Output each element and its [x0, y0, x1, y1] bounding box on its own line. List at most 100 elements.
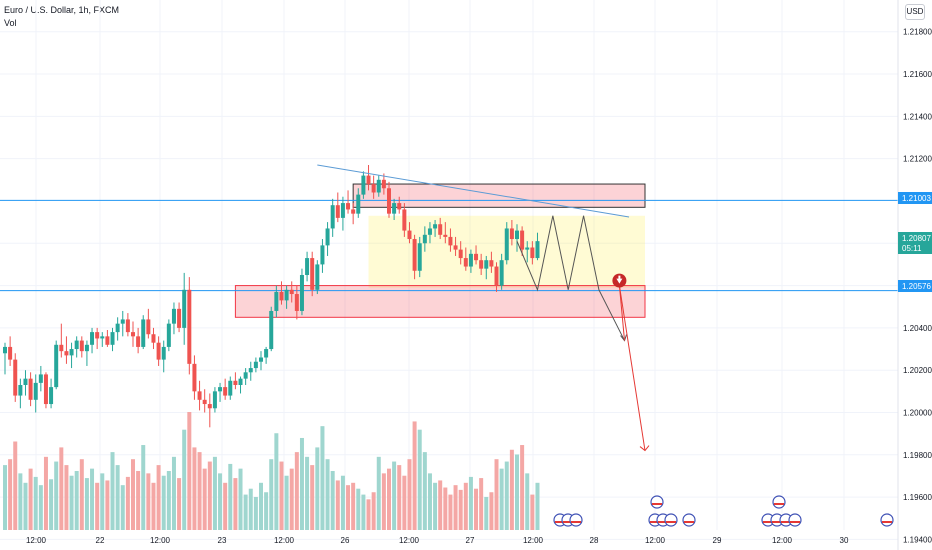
candle-body — [264, 349, 269, 358]
volume-bar — [146, 473, 151, 530]
volume-bar — [412, 421, 417, 530]
candle-body — [387, 188, 391, 214]
volume-bar — [433, 482, 438, 530]
price-tick-label: 1.21200 — [903, 155, 932, 164]
candle-body — [504, 228, 509, 261]
volume-bar — [530, 494, 535, 530]
time-tick-label: 12:00 — [150, 536, 171, 545]
candle-body — [433, 224, 438, 229]
candle — [28, 372, 33, 407]
volume-bar — [259, 482, 263, 530]
volume-bar — [402, 475, 407, 530]
candle-body — [3, 346, 7, 354]
candle-body — [84, 344, 89, 352]
candle-body — [212, 391, 217, 409]
projection-arrowhead — [620, 334, 627, 342]
volume-bar — [253, 496, 258, 530]
volume-bar — [105, 480, 110, 530]
price-axis[interactable]: 1.218001.216001.214001.212001.208001.206… — [897, 0, 932, 550]
candle — [202, 389, 207, 413]
candle — [212, 387, 217, 413]
candle — [115, 317, 120, 341]
time-tick-label: 27 — [466, 536, 475, 545]
candle — [489, 251, 494, 273]
candle — [253, 357, 258, 373]
candle-body — [218, 387, 223, 392]
candle-body — [182, 289, 187, 328]
volume-bar — [166, 471, 171, 530]
volume-bar — [197, 452, 202, 530]
price-tick-label: 1.21600 — [903, 70, 932, 79]
candle-body — [438, 224, 443, 235]
candle-body — [289, 289, 294, 295]
candle-body — [417, 243, 422, 271]
economic-event-icon — [569, 513, 583, 527]
volume-bar — [366, 499, 371, 530]
candle — [228, 376, 233, 400]
candle-body — [223, 387, 228, 396]
volume-bar — [59, 447, 64, 530]
candle — [187, 277, 192, 375]
currency-button[interactable]: USD — [905, 4, 925, 20]
volume-bar — [100, 473, 105, 530]
candle-body — [49, 387, 54, 405]
candle — [171, 302, 176, 335]
volume-bar — [171, 456, 176, 530]
volume-bar — [535, 482, 540, 530]
flag-icon — [790, 521, 800, 523]
volume-bar — [330, 471, 335, 530]
economic-events[interactable] — [553, 495, 894, 527]
candle — [269, 306, 274, 352]
forecast-arrow-stub — [618, 285, 626, 341]
candle — [192, 355, 197, 400]
volume-bar — [381, 473, 386, 530]
volume-bar — [494, 459, 499, 530]
svg-text:1.20576: 1.20576 — [902, 282, 931, 291]
volume-bar — [33, 476, 38, 530]
volume-bar — [192, 447, 197, 530]
candle — [3, 342, 7, 375]
volume-indicator-label[interactable]: Vol — [4, 18, 17, 28]
candle — [136, 327, 141, 354]
candle — [417, 236, 422, 278]
price-tick-label: 1.19600 — [903, 493, 932, 502]
candle — [233, 372, 238, 390]
candle — [381, 173, 386, 195]
candle — [463, 247, 468, 271]
candle — [366, 165, 371, 191]
candle-body — [131, 332, 135, 337]
volume-bar — [269, 459, 274, 530]
candle-body — [453, 245, 458, 250]
flag-icon — [772, 521, 782, 523]
candle — [13, 353, 18, 402]
volume-bar — [346, 485, 351, 530]
economic-event-icon — [664, 513, 678, 527]
time-tick-label: 12:00 — [274, 536, 295, 545]
time-axis[interactable]: 12:00 22 12:00 23 12:00 26 12:00 27 12:00 28 12:00… — [26, 536, 849, 545]
volume-bar — [182, 429, 187, 530]
volume-bar — [525, 473, 530, 530]
volume-bar — [417, 429, 422, 530]
candle — [95, 327, 100, 350]
candle — [49, 378, 54, 409]
candle-body — [340, 203, 345, 218]
candle — [412, 234, 417, 280]
candle — [218, 382, 223, 402]
candle-body — [228, 380, 233, 396]
candle-body — [187, 289, 192, 364]
candle-body — [422, 234, 427, 244]
candle-body — [23, 378, 28, 385]
candle-body — [248, 368, 253, 373]
volume-bar — [320, 426, 325, 530]
candle-body — [535, 241, 540, 259]
candle — [59, 323, 64, 358]
candle — [248, 361, 253, 381]
candle — [294, 285, 299, 320]
volume-bar — [90, 468, 95, 530]
volume-bar — [299, 437, 304, 530]
candle-body — [166, 323, 171, 347]
volume-bar — [3, 465, 7, 530]
candle — [458, 241, 463, 265]
candle-body — [299, 275, 304, 311]
